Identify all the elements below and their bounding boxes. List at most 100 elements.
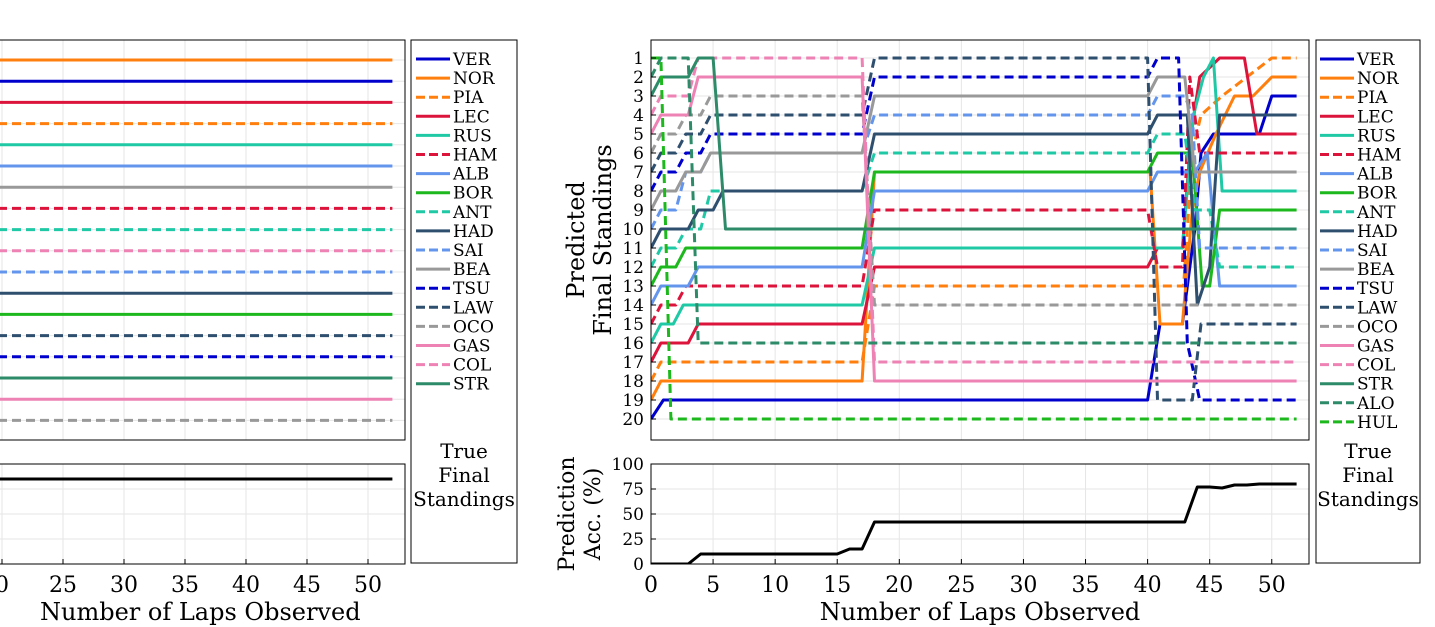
- left-x-tick-20: 0: [0, 573, 9, 598]
- right-y-tick-16: 16: [622, 334, 644, 354]
- right-legend-label-hul: HUL: [1357, 413, 1397, 433]
- right-x-tick-0: 0: [644, 573, 658, 598]
- right-acc-label-1: Prediction: [555, 456, 580, 571]
- right-legend-caption-2: Final: [1342, 463, 1393, 487]
- right-series-ant: [651, 132, 1297, 269]
- left-legend-label-rus: RUS: [453, 126, 492, 146]
- right-legend-label-ver: VER: [1356, 50, 1396, 70]
- left-legend-frame: [410, 39, 518, 564]
- left-accuracy-frame: [0, 463, 406, 565]
- right-y-tick-12: 12: [622, 258, 644, 278]
- right-y-tick-19: 19: [622, 391, 644, 411]
- right-standings-frame: [650, 39, 1310, 441]
- left-x-tick-45: 45: [293, 573, 321, 598]
- right-legend-label-str: STR: [1357, 375, 1394, 395]
- right-x-tick-25: 25: [947, 573, 975, 598]
- right-y-tick-8: 8: [633, 182, 644, 202]
- right-acc-y-tick-50: 50: [622, 505, 644, 525]
- right-legend-entries: VERNORPIALECRUSHAMALBBORANTHADSAIBEATSUL…: [1320, 50, 1402, 433]
- left-x-tick-50: 50: [354, 573, 382, 598]
- right-accuracy-panel: 0 25 50 75 100 0 5 10 15 20 25 30 35 40 45 50 Predicti…: [555, 455, 1310, 626]
- left-legend-label-gas: GAS: [453, 337, 491, 357]
- right-accuracy-lines: [651, 482, 1297, 564]
- left-legend: VERNORPIALECRUSHAMALBBORANTHADSAIBEATSUL…: [410, 39, 518, 564]
- right-x-tick-35: 35: [1072, 573, 1100, 598]
- right-accuracy-grid: [650, 463, 1309, 565]
- left-standings-lines: [0, 58, 393, 422]
- left-legend-label-pia: PIA: [453, 88, 484, 108]
- right-x-tick-labels: 0 5 10 15 20 25 30 35 40 45 50: [644, 559, 1286, 598]
- right-series-law: [651, 56, 1297, 402]
- right-legend-label-ant: ANT: [1356, 203, 1396, 223]
- right-x-tick-30: 30: [1009, 573, 1037, 598]
- right-series-rus: [651, 56, 1297, 344]
- right-legend-label-oco: OCO: [1357, 317, 1398, 337]
- left-legend-label-col: COL: [453, 356, 491, 376]
- right-acc-label-2: Acc. (%): [581, 468, 606, 562]
- right-x-tick-20: 20: [885, 573, 913, 598]
- left-legend-label-lec: LEC: [453, 107, 490, 127]
- left-legend-caption-2: Final: [438, 463, 489, 487]
- right-legend-label-bea: BEA: [1357, 260, 1395, 280]
- left-standings-grid: [0, 40, 405, 440]
- left-legend-label-oco: OCO: [453, 317, 494, 337]
- left-accuracy-panel: 0 25 30 35 40 45 50 Number of Laps Observed: [0, 463, 406, 626]
- left-legend-label-sai: SAI: [453, 241, 484, 261]
- left-legend-label-str: STR: [453, 375, 490, 395]
- right-legend-label-alo: ALO: [1356, 394, 1395, 414]
- right-x-tick-50: 50: [1258, 573, 1286, 598]
- right-legend-label-pia: PIA: [1357, 88, 1388, 108]
- left-legend-label-ham: HAM: [453, 146, 498, 166]
- right-legend-caption-3: Standings: [1317, 487, 1419, 511]
- right-legend-label-sai: SAI: [1357, 241, 1388, 261]
- right-y-axis-label-1: Predicted: [562, 181, 590, 299]
- right-series-alo: [651, 56, 1297, 345]
- left-x-tick-labels: 0 25 30 35 40 45 50: [0, 559, 382, 598]
- left-standings-frame: [0, 39, 406, 441]
- right-acc-y-tick-0: 0: [633, 555, 644, 575]
- right-series-had: [651, 113, 1297, 307]
- right-y-tick-4: 4: [633, 106, 644, 126]
- right-acc-y-tick-25: 25: [622, 530, 644, 550]
- right-standings-lines: [651, 56, 1297, 421]
- right-y-tick-10: 10: [622, 220, 644, 240]
- right-series-bor: [651, 151, 1297, 288]
- left-legend-label-bea: BEA: [453, 260, 491, 280]
- right-x-tick-15: 15: [823, 573, 851, 598]
- right-acc-y-tick-100: 100: [612, 455, 644, 475]
- right-y-tick-7: 7: [633, 163, 644, 183]
- right-series-ham: [651, 75, 1297, 325]
- right-series-oco: [651, 94, 1297, 307]
- right-legend-label-rus: RUS: [1357, 126, 1396, 146]
- right-legend-label-tsu: TSU: [1357, 279, 1394, 299]
- right-y-tick-9: 9: [633, 201, 644, 221]
- right-legend-label-lec: LEC: [1357, 107, 1394, 127]
- left-x-tick-35: 35: [171, 573, 199, 598]
- right-legend-frame: [1315, 39, 1421, 564]
- right-y-tick-5: 5: [633, 125, 644, 145]
- right-y-tick-3: 3: [633, 87, 644, 107]
- left-legend-label-alb: ALB: [452, 165, 489, 185]
- right-series-tsu: [651, 56, 1297, 402]
- right-y-tick-1: 1: [633, 49, 644, 69]
- left-legend-label-had: HAD: [453, 222, 494, 242]
- right-x-axis-label: Number of Laps Observed: [820, 598, 1141, 626]
- left-x-tick-30: 30: [110, 573, 138, 598]
- left-legend-label-nor: NOR: [453, 69, 496, 89]
- right-legend: VERNORPIALECRUSHAMALBBORANTHADSAIBEATSUL…: [1315, 39, 1421, 564]
- left-legend-label-tsu: TSU: [453, 279, 490, 299]
- right-x-tick-45: 45: [1196, 573, 1224, 598]
- right-y-tick-6: 6: [633, 144, 644, 164]
- right-legend-label-gas: GAS: [1357, 337, 1395, 357]
- right-y-tick-18: 18: [622, 372, 644, 392]
- right-legend-label-col: COL: [1357, 356, 1395, 376]
- right-x-tick-10: 10: [761, 573, 789, 598]
- right-legend-label-alb: ALB: [1356, 165, 1393, 185]
- left-legend-label-ver: VER: [452, 50, 492, 70]
- right-y-tick-17: 17: [622, 353, 644, 373]
- right-y-tick-20: 20: [622, 410, 644, 430]
- right-series-sai: [651, 94, 1297, 250]
